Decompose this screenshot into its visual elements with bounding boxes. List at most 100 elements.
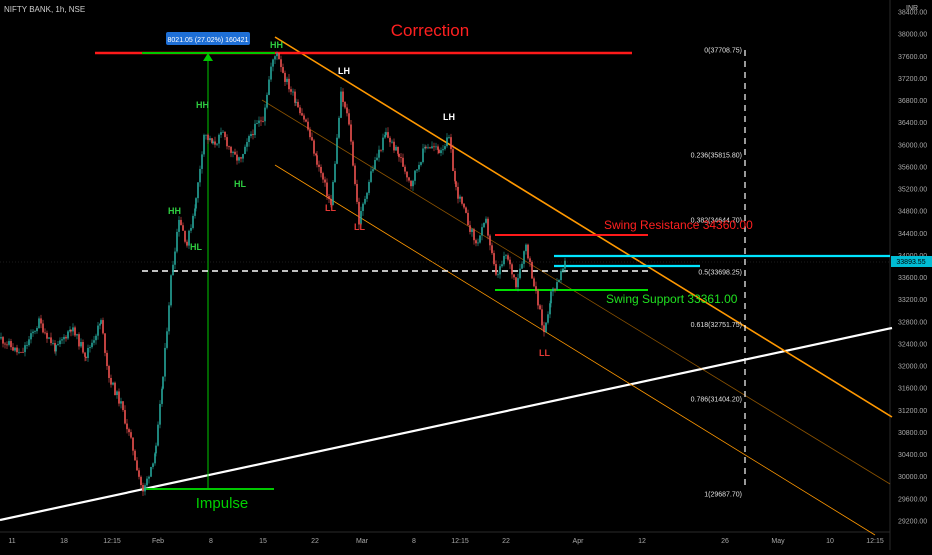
candle-body[interactable] (564, 260, 566, 269)
candle-body[interactable] (505, 255, 507, 257)
candle-body[interactable] (70, 329, 72, 332)
candle-body[interactable] (40, 318, 42, 324)
candle-body[interactable] (93, 340, 95, 343)
candle-body[interactable] (246, 142, 248, 147)
candle-body[interactable] (370, 171, 372, 182)
candle-body[interactable] (106, 352, 108, 367)
candle-body[interactable] (352, 141, 354, 166)
candle-body[interactable] (22, 352, 24, 353)
candle-body[interactable] (182, 225, 184, 231)
candle-body[interactable] (12, 347, 14, 351)
candle-body[interactable] (519, 268, 521, 279)
candle-body[interactable] (535, 286, 537, 291)
candle-body[interactable] (85, 356, 87, 358)
candle-body[interactable] (199, 168, 201, 183)
candle-body[interactable] (248, 136, 250, 143)
candle-body[interactable] (539, 305, 541, 310)
candle-body[interactable] (527, 244, 529, 259)
candle-body[interactable] (16, 347, 18, 353)
candle-body[interactable] (290, 89, 292, 92)
candle-body[interactable] (82, 342, 84, 353)
candle-body[interactable] (313, 140, 315, 154)
candle-body[interactable] (334, 163, 336, 183)
candle-body[interactable] (278, 53, 280, 60)
candle-body[interactable] (552, 288, 554, 292)
candle-body[interactable] (32, 331, 34, 334)
candle-body[interactable] (122, 401, 124, 411)
candle-body[interactable] (97, 325, 99, 336)
candle-body[interactable] (100, 320, 102, 324)
candle-body[interactable] (437, 146, 439, 150)
candle-body[interactable] (42, 323, 44, 333)
candle-body[interactable] (282, 67, 284, 73)
candle-body[interactable] (340, 91, 342, 118)
candle-body[interactable] (454, 170, 456, 182)
candle-body[interactable] (0, 337, 2, 339)
candle-body[interactable] (190, 227, 192, 231)
candle-body[interactable] (157, 424, 159, 446)
candle-body[interactable] (393, 141, 395, 151)
candle-body[interactable] (110, 377, 112, 385)
candle-body[interactable] (138, 470, 140, 477)
candle-body[interactable] (161, 388, 163, 404)
candle-body[interactable] (541, 309, 543, 326)
candle-body[interactable] (404, 166, 406, 172)
candle-body[interactable] (372, 169, 374, 172)
candle-body[interactable] (30, 333, 32, 340)
candle-body[interactable] (286, 78, 288, 82)
candle-body[interactable] (274, 56, 276, 60)
candle-body[interactable] (140, 476, 142, 486)
candle-body[interactable] (529, 258, 531, 262)
candle-body[interactable] (280, 59, 282, 68)
candle-body[interactable] (326, 182, 328, 197)
candle-body[interactable] (299, 107, 301, 114)
candle-body[interactable] (91, 342, 93, 348)
candle-body[interactable] (164, 347, 166, 377)
candle-body[interactable] (328, 196, 330, 199)
candle-body[interactable] (244, 146, 246, 155)
candle-body[interactable] (59, 340, 61, 345)
candle-body[interactable] (501, 264, 503, 267)
candle-body[interactable] (444, 146, 446, 150)
candle-body[interactable] (489, 235, 491, 246)
candle-body[interactable] (252, 134, 254, 136)
candle-body[interactable] (412, 180, 414, 187)
candle-body[interactable] (146, 478, 148, 486)
candle-body[interactable] (531, 261, 533, 279)
candle-body[interactable] (350, 124, 352, 142)
candle-body[interactable] (262, 121, 264, 122)
candle-body[interactable] (374, 159, 376, 170)
descending-trendline[interactable] (274, 36, 893, 418)
candle-body[interactable] (491, 245, 493, 254)
candle-body[interactable] (236, 154, 238, 161)
candle-body[interactable] (195, 198, 197, 209)
candle-body[interactable] (186, 241, 188, 246)
candle-body[interactable] (136, 460, 138, 471)
candle-body[interactable] (384, 134, 386, 138)
candle-body[interactable] (240, 157, 242, 159)
candle-body[interactable] (297, 101, 299, 108)
candle-body[interactable] (410, 180, 412, 187)
candle-body[interactable] (224, 131, 226, 138)
candle-body[interactable] (348, 113, 350, 125)
candle-body[interactable] (481, 227, 483, 236)
candle-body[interactable] (132, 437, 134, 451)
candle-body[interactable] (148, 476, 150, 479)
candle-body[interactable] (76, 334, 78, 336)
candle-body[interactable] (152, 463, 154, 467)
candle-body[interactable] (431, 146, 433, 149)
candle-body[interactable] (166, 331, 168, 348)
candle-body[interactable] (495, 264, 497, 275)
candle-body[interactable] (61, 339, 63, 341)
candle-body[interactable] (382, 137, 384, 151)
candle-body[interactable] (276, 53, 278, 57)
candle-body[interactable] (560, 270, 562, 281)
candle-body[interactable] (385, 132, 387, 135)
candle-body[interactable] (406, 171, 408, 178)
candle-body[interactable] (272, 59, 274, 67)
candle-body[interactable] (118, 391, 120, 404)
candle-body[interactable] (34, 331, 36, 332)
candle-body[interactable] (389, 137, 391, 143)
candle-body[interactable] (511, 264, 513, 275)
candle-body[interactable] (154, 453, 156, 464)
